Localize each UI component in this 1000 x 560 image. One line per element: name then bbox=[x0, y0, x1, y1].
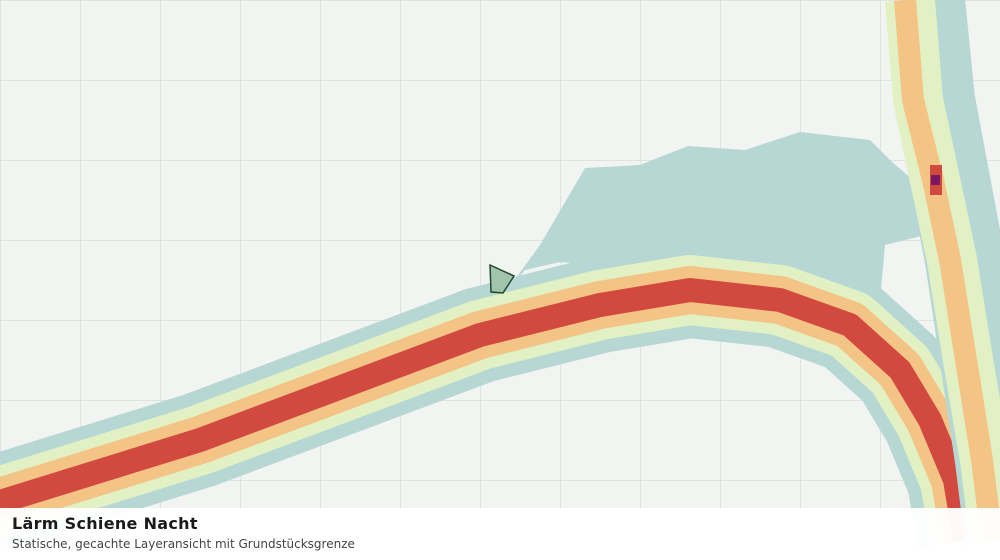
rail-noise-east bbox=[885, 0, 1000, 545]
rail-noise-main bbox=[0, 242, 1000, 551]
layer-subtitle: Statische, gecachte Layeransicht mit Gru… bbox=[12, 537, 355, 551]
band-red bbox=[0, 278, 977, 542]
hotspot-core bbox=[931, 175, 940, 185]
parcel-boundary bbox=[489, 263, 516, 294]
band-orange bbox=[894, 0, 1000, 542]
info-panel: Lärm Schiene Nacht Statische, gecachte L… bbox=[0, 508, 1000, 560]
layer-title: Lärm Schiene Nacht bbox=[12, 514, 198, 533]
